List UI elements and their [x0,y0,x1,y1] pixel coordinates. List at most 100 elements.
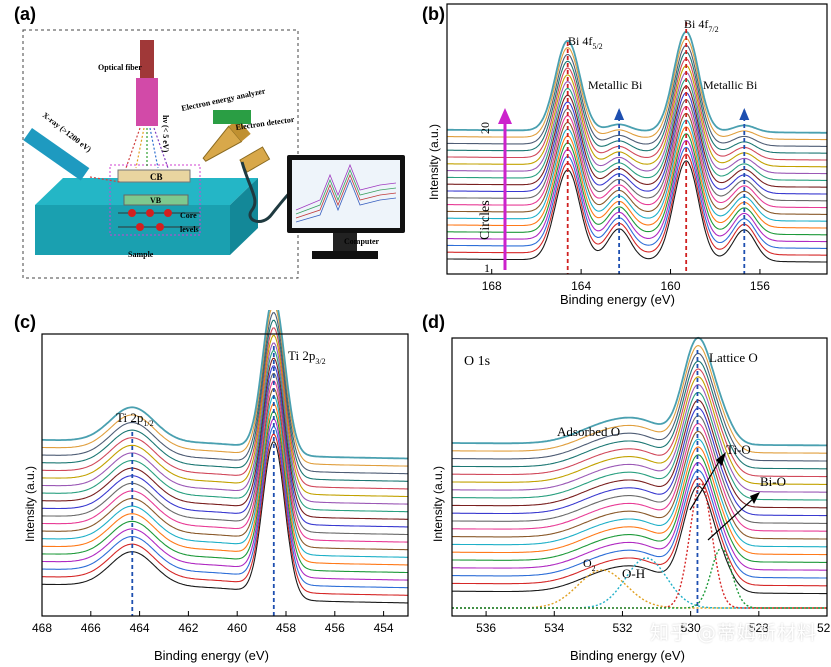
computer-label: Computer [344,237,380,246]
electron-5 [156,223,164,231]
d-xtick-label-530: 530 [681,621,701,635]
optical-fiber-label: Optical fiber [98,63,142,72]
b-curve-5 [447,133,827,236]
d-curve-10 [452,415,827,524]
d-curve-2 [452,477,827,587]
b-curve-3 [447,146,827,249]
d-curve-14 [452,384,827,493]
electron-3 [164,209,172,217]
panel-a-label: (a) [14,4,36,24]
d-xtick-label-526: 526 [817,621,831,635]
b-metallic2-label: Metallic Bi [703,78,758,92]
monitor-screen [292,160,400,228]
b-xtick-label-164: 164 [571,279,591,293]
b-marker-arrow-3 [614,108,625,120]
c-curve-10 [42,372,408,536]
c-xtick-label-464: 464 [130,621,150,635]
d-curve-11 [452,407,827,517]
b-curve-1 [447,160,827,263]
panel-c-label: (c) [14,312,36,332]
b-curve-7 [447,119,827,222]
d-curve-20 [452,336,827,447]
d-o2-label: O2 [583,556,596,573]
c-xtick-label-460: 460 [227,621,247,635]
c-xlabel: Binding energy (eV) [154,648,269,663]
c-curve-14 [42,342,408,505]
c-xtick-label-466: 466 [81,621,101,635]
d-curve-16 [452,368,827,478]
d-component-1 [452,569,827,609]
b-xlabel: Binding energy (eV) [560,292,675,307]
panel-d-label: (d) [422,312,445,332]
light-rays [125,127,169,169]
d-xtick-label-532: 532 [612,621,632,635]
d-lattice-label: Lattice O [709,350,758,365]
panel-d: (d) 536 534 532 530 528 526 O 1s Lattice O Ad… [420,310,831,667]
c-curve-3 [42,426,408,589]
b-arrow-start-label: 1 [484,261,490,275]
d-curve-3 [452,469,827,579]
d-title: O 1s [464,354,490,369]
c-curve-19 [42,310,408,467]
c-curve-4 [42,418,408,581]
d-curve-7 [452,438,827,548]
c-curve-15 [42,334,408,498]
electron-4 [136,223,144,231]
sample-top [35,178,258,205]
d-curve-18 [452,352,827,462]
c-curve-16 [42,327,408,490]
monitor-stand [333,233,357,251]
c-xtick-label-458: 458 [276,621,296,635]
d-bio-arrowhead [750,492,760,504]
d-oh-label: O-H [622,566,645,581]
panel-a: (a) CB VB Core levels Sample Optical fib… [0,0,420,300]
vb-label: VB [150,196,162,205]
b-circles-label: Circles [478,200,493,240]
b-curve-2 [447,153,827,256]
cb-band [117,169,191,183]
sample-side [230,178,258,255]
c-curve-8 [42,388,408,551]
panel-b: (b) 168 164 160 156 Bi 4f5/2 Bi 4f7/2 Metal… [420,0,831,310]
d-component-3 [452,482,827,609]
c-curve-2 [42,433,408,596]
d-xtick-label-528: 528 [749,621,769,635]
chart-d: 536 534 532 530 528 526 O 1s Lattice O Adsorb… [431,336,831,663]
b-curve-10 [447,99,827,202]
b-curve-11 [447,92,827,195]
levels-label: levels [180,225,199,234]
chart-c: 468 466 464 462 460 458 456 454 Ti 2p1/2 Ti 2p3… [23,310,409,663]
chart-b: 168 164 160 156 Bi 4f5/2 Bi 4f7/2 Metallic … [427,3,828,307]
d-curve-17 [452,360,827,470]
b-curve-20 [447,30,827,134]
b-peak1-label: Bi 4f5/2 [568,34,603,51]
c-ylabel: Intensity (a.u.) [23,466,37,542]
c-curve-7 [42,395,408,558]
d-xtick-label-536: 536 [476,621,496,635]
chart-d-frame [451,337,828,617]
b-curve-18 [447,44,827,147]
analyzer-label: Electron energy analyzer [181,86,267,113]
d-curve-6 [452,446,827,556]
d-bio-arrow [707,497,755,541]
c-curve-5 [42,410,408,574]
c-curve-11 [42,365,408,528]
d-curve-19 [452,345,827,454]
c-xtick-label-468: 468 [32,621,52,635]
c-curve-1 [42,441,408,604]
analyzer [202,118,251,162]
d-curve-4 [452,462,827,571]
c-xtick-label-456: 456 [325,621,345,635]
b-curve-6 [447,126,827,229]
b-curve-19 [447,38,827,141]
chart-c-frame [41,333,409,617]
c-peak1-label: Ti 2p1/2 [116,410,154,428]
d-tio-label: Ti-O [726,442,751,457]
screen-plot [295,163,397,223]
c-xtick-label-454: 454 [374,621,394,635]
diagram-frame [22,29,299,279]
c-curve-9 [42,380,408,543]
b-curve-8 [447,112,827,215]
d-tio-arrowhead [716,452,726,466]
c-curve-12 [42,357,408,520]
